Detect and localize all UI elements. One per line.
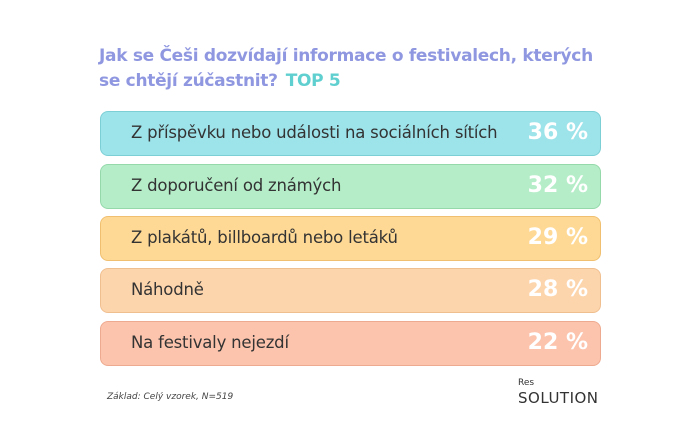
bar-label: Z plakátů, billboardů nebo letáků	[131, 228, 398, 247]
bar-value: 22 %	[527, 330, 588, 355]
top5-badge: TOP 5	[285, 71, 341, 91]
bar-label: Z doporučení od známých	[131, 176, 342, 195]
bar-item: Z doporučení od známých 32 %	[100, 164, 601, 209]
bar-value: 29 %	[527, 225, 588, 250]
bar-item: Na festivaly nejezdí 22 %	[100, 321, 601, 366]
logo-solution: SOLUTION	[518, 389, 599, 407]
footnote: Základ: Celý vzorek, N=519	[107, 392, 234, 402]
bar-label: Z příspěvku nebo události na sociálních …	[131, 123, 498, 142]
chart-title: Jak se Češi dozvídají informace o festiv…	[99, 44, 619, 94]
title-text: Jak se Češi dozvídají informace o festiv…	[99, 46, 593, 91]
bar-label: Na festivaly nejezdí	[131, 333, 289, 352]
bar-value: 32 %	[527, 173, 588, 198]
bar-label: Náhodně	[131, 280, 204, 299]
bar-item: Náhodně 28 %	[100, 268, 601, 313]
logo-res: Res	[518, 378, 535, 388]
bar-item: Z příspěvku nebo události na sociálních …	[100, 111, 601, 156]
bar-value: 36 %	[527, 120, 588, 145]
ressolution-logo: Res SOLUTION	[518, 378, 599, 407]
bar-value: 28 %	[527, 277, 588, 302]
bar-item: Z plakátů, billboardů nebo letáků 29 %	[100, 216, 601, 261]
